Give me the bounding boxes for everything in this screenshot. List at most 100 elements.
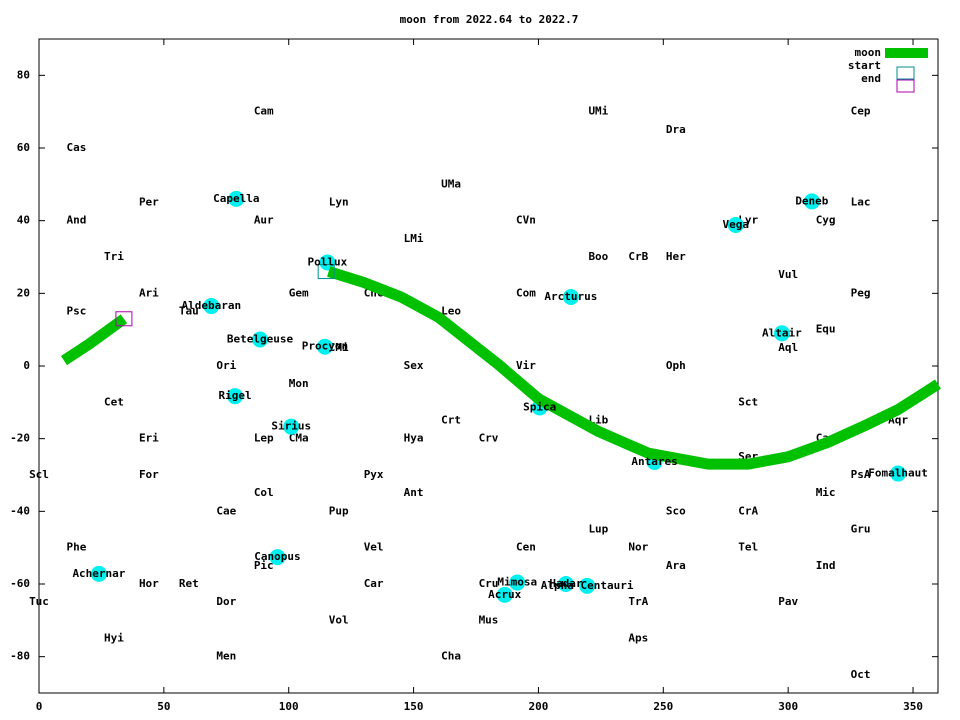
star-label: Deneb: [795, 194, 828, 207]
constellation-label: Cam: [254, 105, 274, 118]
star-label: Vega: [722, 218, 749, 231]
star: [773, 325, 790, 342]
moon-line: [60, 266, 941, 470]
star-label: Antares: [631, 455, 677, 468]
constellation-label: LMi: [404, 232, 424, 245]
star-label: Rigel: [218, 389, 251, 402]
constellation-label: For: [139, 468, 159, 481]
constellation-label: Lup: [588, 523, 608, 536]
legend-swatch: [896, 66, 915, 80]
star: [319, 254, 336, 271]
constellation-label: Leo: [441, 305, 461, 318]
constellation-label: Cen: [516, 541, 536, 554]
star-label: Fomalhaut: [868, 467, 928, 480]
x-tick-label: 250: [653, 700, 673, 713]
star: [890, 465, 907, 482]
y-tick-label: 20: [17, 286, 30, 299]
constellation-label: Ret: [179, 577, 199, 590]
constellation-label: Cet: [104, 395, 124, 408]
star-label: Acrux: [488, 588, 521, 601]
constellation-label: Psc: [67, 305, 87, 318]
x-tick-label: 350: [903, 700, 923, 713]
legend-label: moon: [855, 46, 882, 59]
star: [803, 193, 820, 210]
constellation-label: Vir: [516, 359, 536, 372]
star-label: Betelgeuse: [227, 332, 294, 345]
legend-label: end: [861, 72, 881, 85]
constellation-label: Oct: [851, 668, 871, 681]
constellation-label: Crt: [441, 414, 461, 427]
constellation-label: Pic: [254, 559, 274, 572]
y-tick-label: -60: [10, 577, 30, 590]
star-label: Procyon: [302, 340, 348, 353]
constellation-label: Cru: [479, 577, 499, 590]
constellation-label: Nor: [628, 541, 648, 554]
constellation-label: Sct: [738, 395, 758, 408]
x-tick-label: 150: [404, 700, 424, 713]
constellation-label: Lac: [851, 196, 871, 209]
star: [727, 217, 744, 234]
constellation-label: Sco: [666, 504, 686, 517]
constellation-label: TrA: [628, 595, 648, 608]
star-label: Hadar: [549, 577, 582, 590]
x-tick-label: 50: [157, 700, 170, 713]
y-tick-label: 0: [23, 359, 30, 372]
constellation-label: Cas: [67, 141, 87, 154]
constellation-label: Cep: [851, 105, 871, 118]
star-label: Mimosa: [497, 576, 537, 589]
constellation-label: Crv: [479, 432, 499, 445]
star-label: Altair: [762, 326, 802, 339]
legend-label: start: [848, 59, 881, 72]
constellation-label: Aps: [628, 632, 648, 645]
chart-title: moon from 2022.64 to 2022.7: [400, 13, 579, 26]
constellation-label: Tel: [738, 541, 758, 554]
constellation-label: UMi: [588, 105, 608, 118]
constellation-label: Boo: [588, 250, 608, 263]
constellation-label: Aur: [254, 214, 274, 227]
y-tick-label: -80: [10, 650, 30, 663]
constellation-label: Ara: [666, 559, 686, 572]
constellation-label: Her: [666, 250, 686, 263]
y-tick-label: -40: [10, 504, 30, 517]
constellation-label: Cyg: [816, 214, 836, 227]
constellation-label: Gru: [851, 523, 871, 536]
constellation-label: Mic: [816, 486, 836, 499]
constellation-label: Car: [364, 577, 384, 590]
star: [316, 338, 333, 355]
constellation-label: Eri: [139, 432, 159, 445]
constellation-label: Hor: [139, 577, 159, 590]
constellation-label: Com: [516, 286, 536, 299]
constellation-label: And: [67, 214, 87, 227]
constellation-label: Ori: [216, 359, 236, 372]
point-box: [115, 311, 133, 327]
constellation-label: Vol: [329, 613, 349, 626]
constellation-label: Tau: [179, 305, 199, 318]
constellation-label: Per: [139, 196, 159, 209]
star: [496, 586, 513, 603]
constellation-label: Lyn: [329, 196, 349, 209]
constellation-label: Cae: [216, 504, 236, 517]
constellation-label: Ind: [816, 559, 836, 572]
constellation-label: Vel: [364, 541, 384, 554]
constellation-label: Tuc: [29, 595, 49, 608]
star-label: Pollux: [308, 255, 348, 268]
star: [509, 574, 526, 591]
constellation-label: CMa: [289, 432, 309, 445]
constellation-label: Ari: [139, 286, 159, 299]
constellation-label: PsA: [851, 468, 871, 481]
x-tick-label: 200: [529, 700, 549, 713]
star: [252, 331, 269, 348]
constellation-label: Hyi: [104, 632, 124, 645]
constellation-label: Dra: [666, 123, 686, 136]
star: [227, 388, 244, 405]
star: [562, 288, 579, 305]
constellation-label: Col: [254, 486, 274, 499]
constellation-label: Mus: [479, 613, 499, 626]
star: [283, 418, 300, 435]
star: [269, 549, 286, 566]
x-tick-label: 300: [778, 700, 798, 713]
constellation-label: Tri: [104, 250, 124, 263]
star: [557, 576, 574, 592]
